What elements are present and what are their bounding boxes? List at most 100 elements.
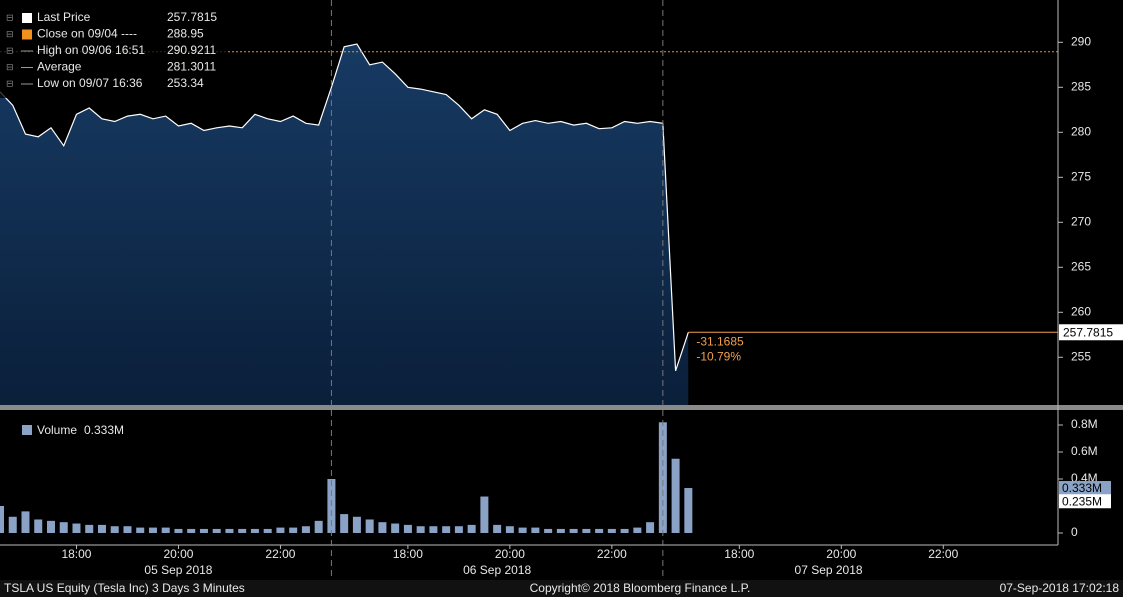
volume-bar [531,527,540,533]
volume-bar [544,528,553,533]
volume-bar [212,528,221,533]
volume-bar [21,511,30,533]
volume-bar [391,523,400,533]
legend-box [4,420,132,440]
volume-bar [454,526,463,533]
volume-bar [620,528,629,533]
volume-bar [467,524,476,533]
volume-bar [174,528,183,533]
footer-left: TSLA US Equity (Tesla Inc) 3 Days 3 Minu… [4,581,245,595]
legend-swatch [22,29,32,40]
legend-toggle: ⊟ [6,29,14,39]
volume-bar [352,516,361,533]
volume-bar [0,505,4,533]
volume-bar [416,526,425,533]
volume-bar [646,522,655,533]
volume-bar [480,496,489,533]
volume-bar [148,527,157,533]
volume-bar [633,527,642,533]
legend-label: Volume [37,423,77,437]
legend-label: Average [37,60,82,74]
volume-bar [301,526,310,533]
price-line [0,43,689,371]
y-tick-label: 0.6M [1071,444,1098,458]
volume-bar [569,528,578,533]
volume-bar [263,528,272,533]
legend-value: 288.95 [167,27,204,41]
volume-bar [34,519,43,533]
legend-toggle: ⊟ [6,12,14,22]
volume-bar [85,524,94,533]
last-price-flag [1059,324,1123,341]
legend-label: Close on 09/04 ---- [37,27,137,41]
volume-bar [238,528,247,533]
volume-bar [276,527,285,533]
volume-bar [161,527,170,533]
volume-bar [658,422,667,533]
volume-bar [493,524,502,533]
change-value: -31.1685 [696,334,744,348]
legend-box [0,0,228,98]
x-tick-label: 22:00 [597,547,627,561]
x-tick-label: 22:00 [265,547,295,561]
x-tick-label: 20:00 [163,547,193,561]
volume-bar [595,528,604,533]
volume-bar [250,528,259,533]
volume-bar [429,526,438,533]
y-tick-label: 0.8M [1071,417,1098,431]
panel-separator [0,405,1123,410]
legend-value: 281.3011 [167,60,216,74]
legend-value: 253.34 [167,76,204,90]
volume-bar [365,519,374,533]
day-label: 07 Sep 2018 [795,563,863,577]
volume-bar [340,514,349,533]
volume-bar [110,526,119,533]
volume-bar [671,458,680,533]
volume-bar [403,524,412,533]
y-tick-label: 275 [1071,169,1091,183]
legend-label: High on 09/06 16:51 [37,43,145,57]
legend-value: 257.7815 [167,10,217,24]
y-tick-label: 280 [1071,124,1091,138]
legend-value: 290.9211 [167,43,216,57]
x-tick-label: 18:00 [724,547,754,561]
volume-bar [442,526,451,533]
price-area [0,44,689,405]
volume-bar [289,527,298,533]
y-tick-label: 290 [1071,34,1091,48]
legend-toggle: ⊟ [6,45,14,55]
footer-center: Copyright© 2018 Bloomberg Finance L.P. [530,581,751,595]
volume-bar [136,527,145,533]
volume-bar [8,516,17,533]
last-price-label: 257.7815 [1063,325,1113,339]
volume-bar [505,526,514,533]
y-tick-label: 260 [1071,304,1091,318]
footer-bar [0,580,1123,597]
legend-swatch [22,425,32,435]
change-percent: -10.79% [696,349,741,363]
value-flag-label: 0.235M [1062,494,1102,508]
y-tick-label: 265 [1071,259,1091,273]
y-tick-label: 270 [1071,214,1091,228]
volume-bar [582,528,591,533]
x-tick-label: 20:00 [826,547,856,561]
value-flag-label: 0.333M [1062,481,1102,495]
volume-bar [187,528,196,533]
day-label: 06 Sep 2018 [463,563,531,577]
x-tick-label: 18:00 [61,547,91,561]
legend-value: 0.333M [84,423,124,437]
volume-bar [97,524,106,533]
footer-right: 07-Sep-2018 17:02:18 [1000,581,1120,595]
legend-label: Last Price [37,10,91,24]
legend-label: Low on 09/07 16:36 [37,76,143,90]
value-flag [1059,494,1111,509]
volume-bar [518,527,527,533]
volume-bar [72,523,81,533]
y-tick-label: 255 [1071,349,1091,363]
x-tick-label: 20:00 [495,547,525,561]
volume-bar [556,528,565,533]
x-tick-label: 22:00 [928,547,958,561]
volume-bar [199,528,208,533]
